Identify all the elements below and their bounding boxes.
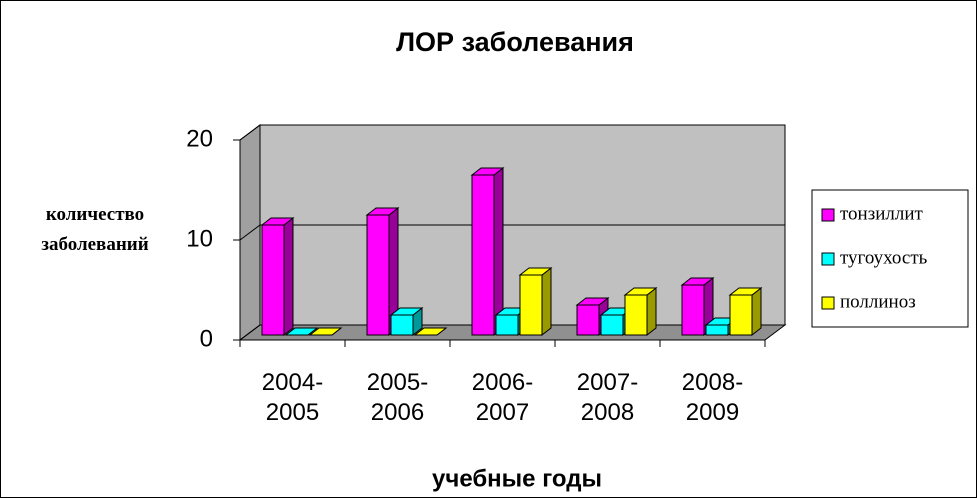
x-tick-label: 2008-2009 [681,369,744,426]
legend-swatch [821,296,835,310]
x-axis-title: учебные годы [432,465,602,492]
x-tick-label: 2006-2007 [471,369,534,426]
legend-label: поллиноз [840,291,916,312]
bar [600,314,624,336]
bar [624,294,648,336]
bar [519,274,543,336]
x-tick-label: 2004-2005 [261,369,324,426]
y-axis-title: количество заболеваний [41,204,149,255]
x-tick-label: 2005-2006 [366,369,429,426]
y-tick-label: 10 [186,225,213,252]
y-tick-label: 0 [200,325,213,352]
legend-swatch [821,252,835,266]
bar-top [308,327,343,336]
bar-side [493,166,504,337]
bar [729,294,753,336]
bar-side [283,216,294,337]
bar-side [541,266,552,337]
bar [576,304,600,336]
grid-line-side [239,124,261,141]
bar-top [413,327,448,336]
legend-label: тонзиллит [840,203,924,224]
bar [366,214,390,336]
bar-side [646,286,657,337]
bar-top [284,327,319,336]
legend-swatch [821,208,835,222]
bar [390,314,414,336]
grid-line-side [239,224,261,241]
bar [495,314,519,336]
bar [705,324,729,336]
chart-title: ЛОР заболевания [396,27,634,57]
legend-label: тугоухость [840,247,928,268]
bar-side [751,286,762,337]
legend-box [811,189,969,328]
bar [471,174,495,336]
x-tick-label: 2007-2008 [576,369,639,426]
bar [261,224,285,336]
bar [681,284,705,336]
grid-line-side [239,324,261,341]
y-tick-label: 20 [186,125,213,152]
